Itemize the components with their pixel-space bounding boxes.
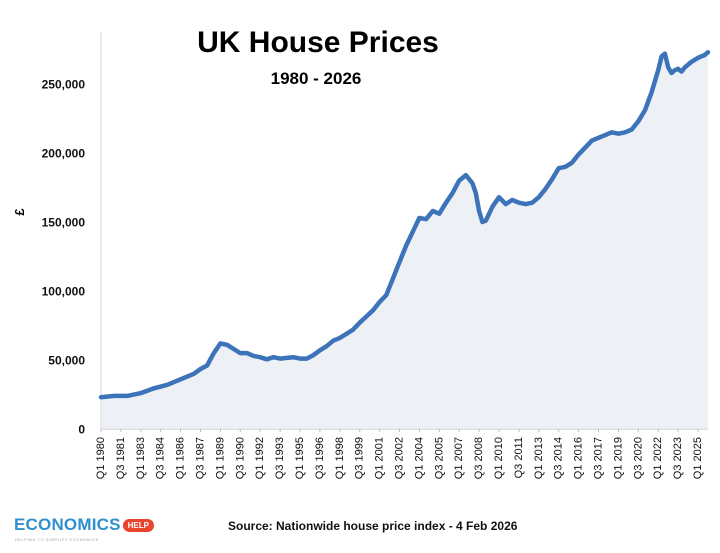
chart-subtitle: 1980 - 2026 [271, 69, 362, 88]
x-tick-label: Q3 2002 [394, 437, 406, 479]
x-tick-label: Q3 1987 [195, 437, 207, 479]
y-axis-label: £ [12, 208, 27, 216]
x-tick-label: Q3 1984 [155, 437, 167, 479]
x-tick-label: Q3 2005 [433, 437, 445, 479]
x-tick-label: Q3 2008 [473, 437, 485, 479]
logo-tagline: HELPING TO SIMPLIFY ECONOMICS [15, 537, 99, 542]
x-tick-label: Q1 2007 [453, 437, 465, 479]
x-tick-label: Q3 1990 [234, 437, 246, 479]
footer: ECONOMICS HELP HELPING TO SIMPLIFY ECONO… [0, 510, 720, 548]
y-tick-label: 100,000 [42, 285, 86, 299]
x-tick-label: Q1 2010 [493, 437, 505, 479]
logo-word: ECONOMICS [14, 515, 121, 534]
x-tick-label: Q1 1989 [214, 437, 226, 479]
x-tick-label: Q1 2019 [612, 437, 624, 479]
x-tick-label: Q1 1995 [294, 437, 306, 479]
x-tick-label: Q1 2022 [652, 437, 664, 479]
y-tick-label: 150,000 [42, 216, 86, 230]
x-tick-label: Q1 1983 [135, 437, 147, 479]
x-tick-label: Q3 2020 [632, 437, 644, 479]
x-tick-label: Q1 2016 [573, 437, 585, 479]
x-tick-label: Q1 2004 [413, 437, 425, 479]
plot-area: 0 50,000 100,000 150,000 200,000 250,000 Q1 19… [42, 32, 711, 479]
series-line [98, 50, 711, 400]
x-tick-label: Q1 1980 [95, 437, 107, 479]
x-tick-label: Q3 2023 [672, 437, 684, 479]
x-tick-label: Q3 1993 [274, 437, 286, 479]
x-tick-label: Q3 1996 [314, 437, 326, 479]
logo-badge: HELP [122, 518, 154, 532]
series-area-fill [101, 52, 708, 430]
x-tick-label: Q3 2011 [513, 437, 525, 478]
y-tick-label: 250,000 [42, 78, 86, 92]
source-note: Source: Nationwide house price index - 4… [228, 519, 518, 533]
x-tick-label: Q1 2013 [533, 437, 545, 479]
x-tick-label: Q1 1992 [254, 437, 266, 479]
y-tick-label: 50,000 [48, 354, 85, 368]
y-tick-label: 0 [78, 423, 85, 437]
economics-help-logo: ECONOMICS HELP [14, 515, 154, 535]
chart-title: UK House Prices [197, 26, 439, 59]
x-tick-label: Q3 1981 [115, 437, 127, 479]
x-tick-label: Q3 2017 [593, 437, 605, 479]
x-tick-label: Q3 1999 [354, 437, 366, 479]
x-tick-label: Q1 2025 [692, 437, 704, 479]
x-tick-label: Q1 1986 [175, 437, 187, 479]
x-tick-label: Q1 2001 [374, 437, 386, 479]
x-tick-label: Q1 1998 [334, 437, 346, 479]
y-tick-label: 200,000 [42, 147, 86, 161]
x-tick-label: Q3 2014 [553, 437, 565, 479]
